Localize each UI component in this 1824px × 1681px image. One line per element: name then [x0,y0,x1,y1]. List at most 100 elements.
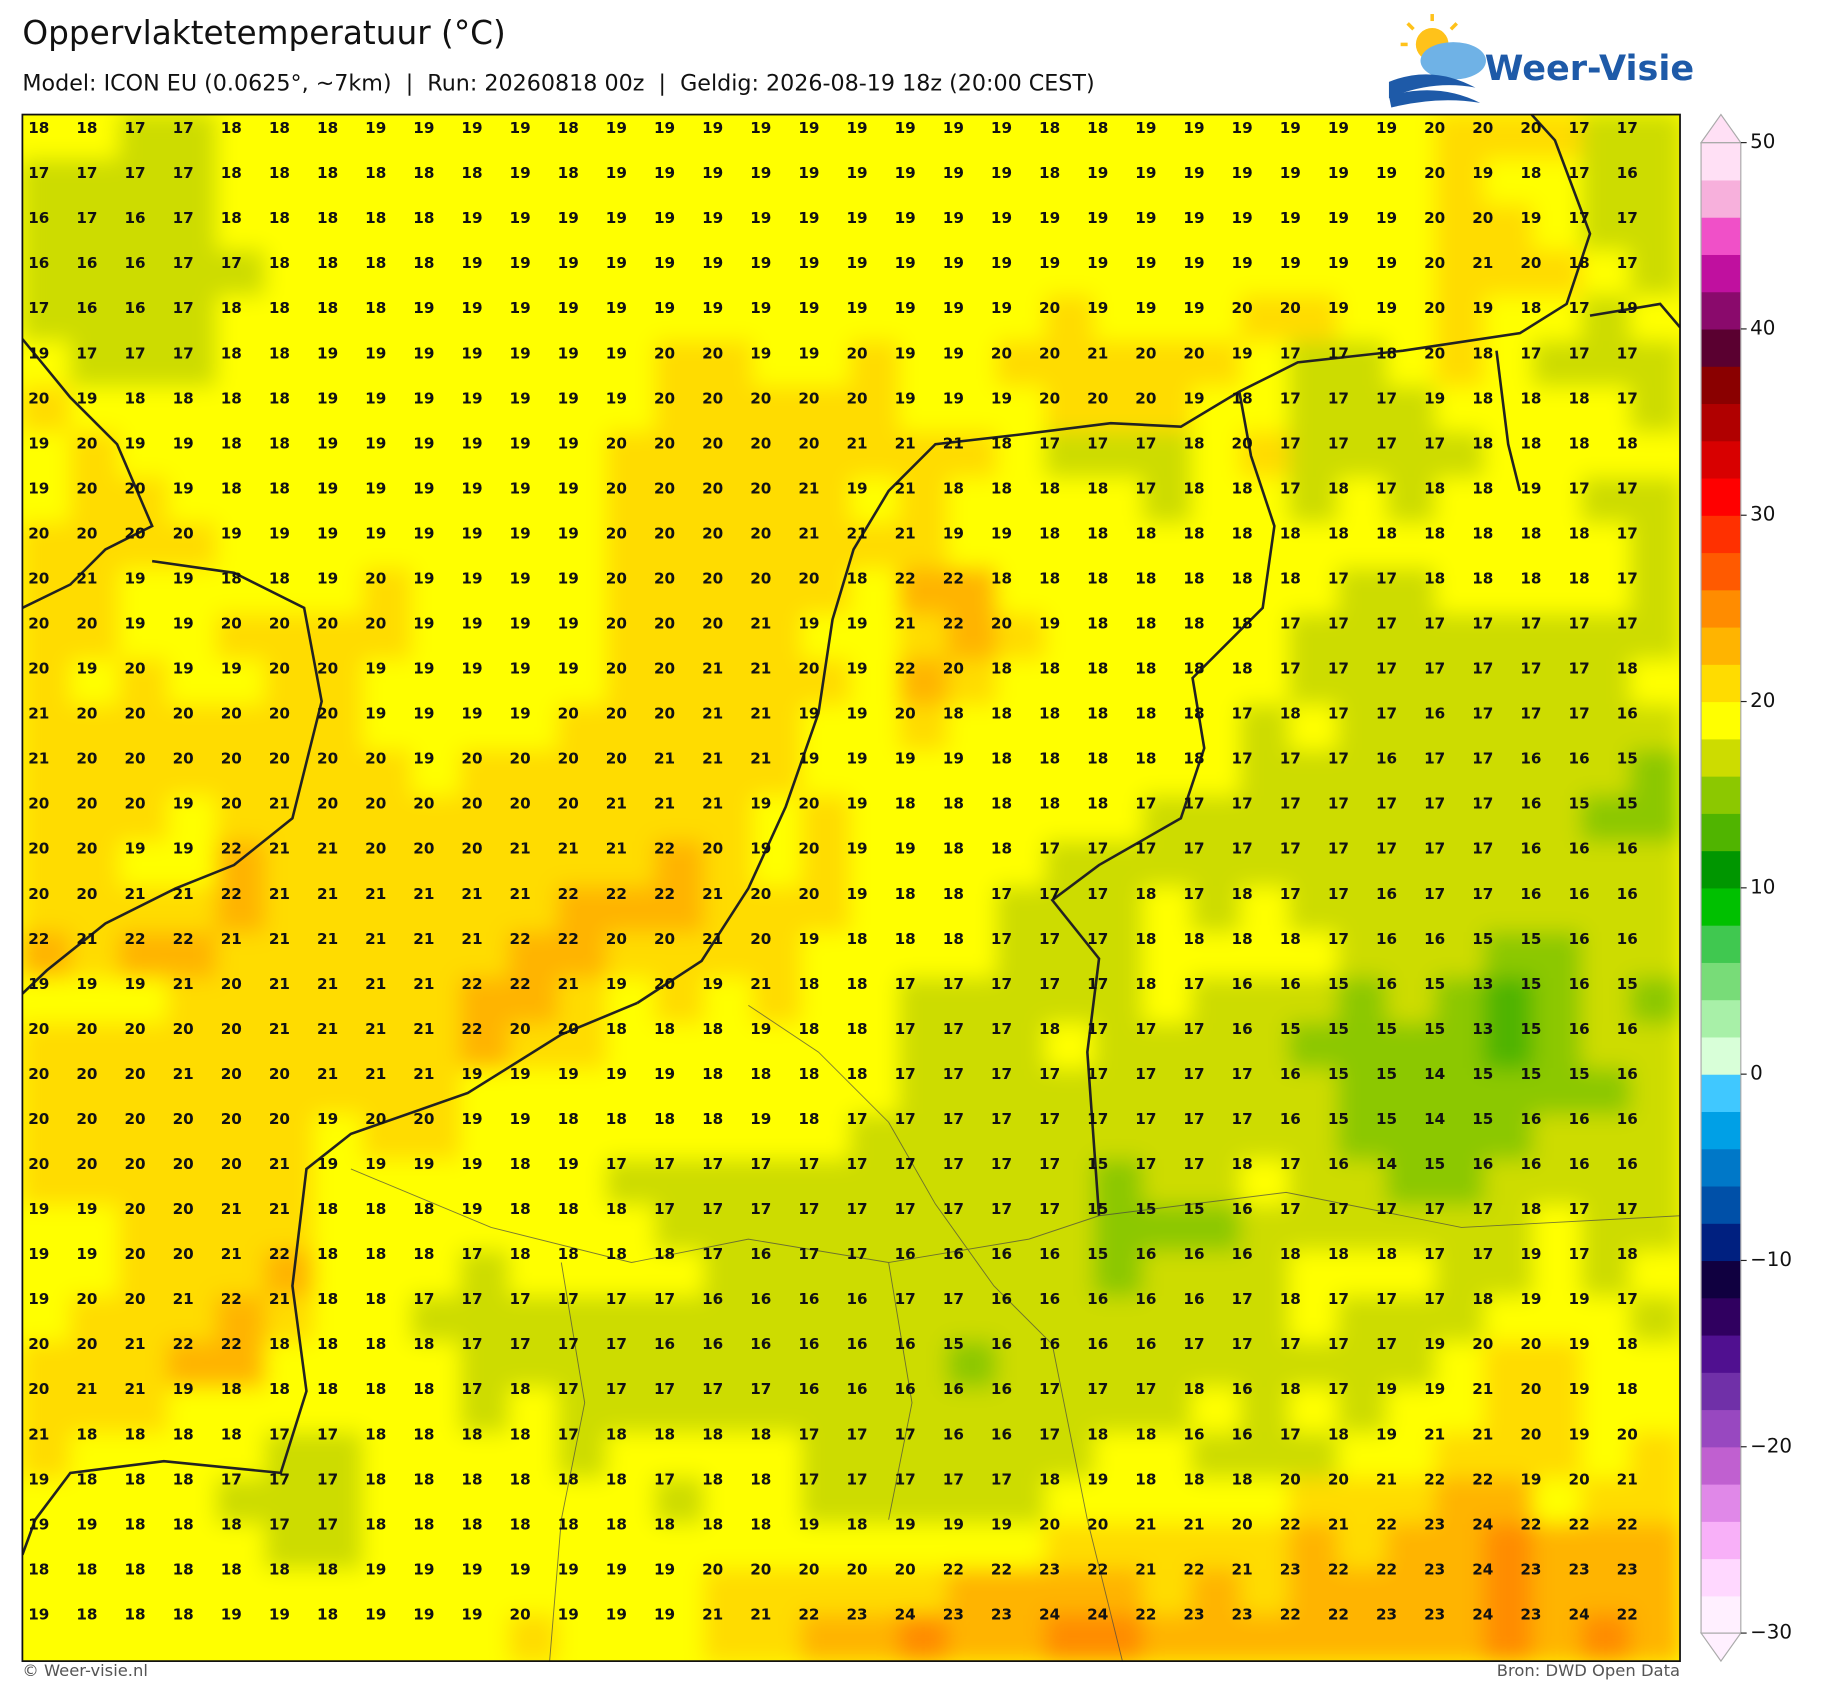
temperature-cell [1581,1478,1633,1526]
temperature-cell [1288,932,1340,980]
temperature-label: 18 [1039,524,1060,542]
temperature-label: 17 [558,1290,579,1308]
temperature-cell [1386,750,1438,799]
temperature-cell [1386,841,1438,890]
temperature-label: 16 [846,1380,867,1398]
temperature-label: 18 [269,434,290,452]
temperature-label: 19 [76,1245,97,1263]
temperature-label: 19 [461,479,482,497]
temperature-cell [557,1568,609,1617]
temperature-label: 17 [1424,434,1445,452]
temperature-label: 18 [991,795,1012,813]
temperature-cell [752,114,804,162]
temperature-cell [1435,568,1487,617]
temperature-cell [1630,1023,1681,1071]
temperature-label: 21 [895,615,916,633]
temperature-label: 18 [221,569,242,587]
temperature-label: 18 [1424,479,1445,497]
temperature-cell [557,841,609,890]
temperature-cell [22,750,73,799]
temperature-cell [850,659,902,708]
temperature-label: 18 [317,1605,338,1623]
temperature-label: 17 [1232,1065,1253,1083]
temperature-cell [216,386,268,435]
temperature-label: 18 [895,930,916,948]
temperature-label: 18 [1135,930,1156,948]
temperature-label: 17 [750,1380,771,1398]
temperature-cell [752,613,804,662]
temperature-cell [1142,204,1194,253]
temperature-label: 17 [76,209,97,227]
temperature-cell [1532,1387,1584,1435]
temperature-label: 20 [750,389,771,407]
temperature-label: 18 [1183,750,1204,768]
temperature-cell [1191,841,1243,890]
temperature-label: 19 [558,524,579,542]
temperature-label: 18 [1087,615,1108,633]
temperature-cell [362,795,414,844]
temperature-label: 18 [1280,930,1301,948]
temperature-cell [1435,1068,1487,1117]
temperature-cell [216,158,268,207]
temperature-cell [1045,1432,1097,1481]
temperature-cell [362,1432,414,1481]
temperature-label: 16 [1039,1335,1060,1353]
temperature-label: 20 [1520,1425,1541,1443]
temperature-cell [1045,431,1097,480]
temperature-label: 16 [1135,1290,1156,1308]
temperature-label: 19 [413,344,434,362]
temperature-label: 17 [1328,750,1349,768]
temperature-label: 18 [1183,1380,1204,1398]
temperature-cell [1630,1341,1681,1390]
temperature-label: 17 [317,1515,338,1533]
temperature-label: 18 [654,1020,675,1038]
temperature-cell [996,1478,1048,1526]
temperature-cell [1240,1568,1292,1617]
temperature-cell [1483,1296,1535,1344]
temperature-label: 18 [1087,660,1108,678]
temperature-label: 18 [1376,1245,1397,1263]
temperature-label: 15 [1520,1020,1541,1038]
temperature-label: 17 [943,975,964,993]
temperature-cell [265,386,317,435]
temperature-cell [996,932,1048,980]
temperature-label: 21 [702,795,723,813]
temperature-label: 17 [461,1335,482,1353]
temperature-label: 19 [558,615,579,633]
temperature-label: 20 [269,1110,290,1128]
temperature-label: 20 [365,795,386,813]
temperature-cell [1581,704,1633,753]
temperature-cell [1191,340,1243,389]
temperature-cell [460,204,512,253]
temperature-label: 19 [558,1155,579,1173]
temperature-cell [69,1341,122,1390]
temperature-label: 24 [895,1605,916,1623]
temperature-label: 18 [221,479,242,497]
temperature-cell [1240,932,1292,980]
temperature-cell [898,704,950,753]
temperature-label: 18 [1280,1245,1301,1263]
temperature-cell [1337,1250,1389,1299]
temperature-cell [801,1250,853,1299]
temperature-cell [508,1205,560,1253]
temperature-label: 21 [750,660,771,678]
temperature-label: 20 [1424,344,1445,362]
temperature-label: 22 [461,975,482,993]
temperature-cell [216,1523,268,1572]
temperature-label: 16 [943,1425,964,1443]
temperature-cell [996,249,1048,298]
temperature-cell [167,386,219,435]
temperature-label: 22 [558,885,579,903]
temperature-label: 16 [1520,1155,1541,1173]
temperature-label: 19 [943,1515,964,1533]
temperature-cell [1142,1341,1194,1390]
temperature-cell [411,158,463,207]
temperature-label: 21 [317,930,338,948]
temperature-label: 20 [798,885,819,903]
temperature-cell [898,295,950,344]
temperature-label: 17 [846,1425,867,1443]
temperature-cell [1240,522,1292,571]
temperature-label: 21 [943,434,964,452]
temperature-label: 16 [702,1335,723,1353]
temperature-cell [752,1114,804,1162]
